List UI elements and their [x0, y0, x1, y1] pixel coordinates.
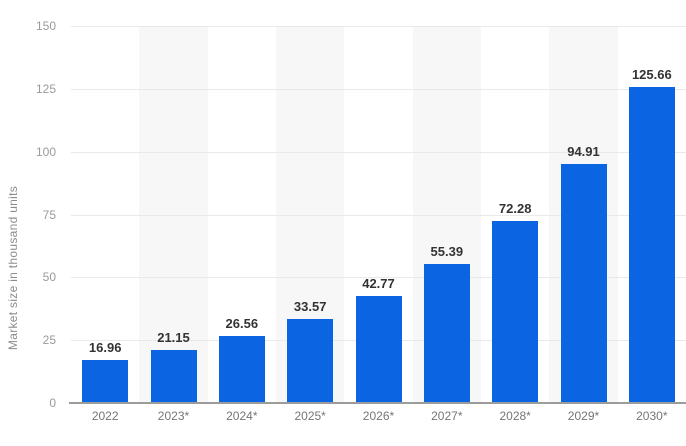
- y-tick-label: 0: [49, 396, 56, 410]
- x-tick-label-2026*: 2026*: [362, 409, 395, 423]
- x-axis-labels: 2022 2023* 2024* 2025* 2026* 2027* 2028* 2029* 2…: [71, 409, 686, 425]
- gridline: [71, 214, 686, 216]
- x-tick-label-2030*: 2030*: [636, 409, 668, 423]
- gridline: [71, 88, 686, 90]
- x-tick-label-2022: 2022: [91, 409, 119, 423]
- gridline: [71, 151, 686, 153]
- x-tick-label-2028*: 2028*: [499, 409, 531, 423]
- y-axis-ticks: 0 25 50 75 100 125 150: [0, 19, 56, 410]
- x-tick-label-2025*: 2025*: [294, 409, 326, 423]
- bar-value-label: 26.56: [225, 316, 259, 332]
- y-tick-label: 50: [42, 270, 56, 285]
- bar-2027*[interactable]: [423, 263, 470, 403]
- x-tick-label-2029*: 2029*: [567, 409, 600, 423]
- bar-value-label: 55.39: [430, 243, 464, 259]
- bar-2025*[interactable]: [287, 318, 334, 403]
- gridline: [71, 277, 686, 279]
- y-tick-label: 125: [35, 81, 56, 96]
- y-tick-label: 25: [42, 333, 56, 348]
- y-tick-label: 100: [35, 144, 56, 159]
- bar-value-label: 16.96: [88, 340, 122, 356]
- bar-value-label: 72.28: [498, 201, 532, 217]
- bar-value-label: 33.57: [293, 298, 327, 314]
- bar-2023*[interactable]: [150, 349, 197, 403]
- x-axis-line: [69, 402, 686, 404]
- x-tick-label-2023*: 2023*: [157, 409, 190, 423]
- plot-area: 16.96 21.15 26.56 33.57 42.77 55.39 72.28 94.91…: [71, 26, 686, 403]
- bar-2028*[interactable]: [492, 221, 539, 403]
- bar-2030*[interactable]: [628, 87, 675, 403]
- y-tick-label: 75: [42, 207, 56, 222]
- bar-2022[interactable]: [82, 360, 129, 403]
- x-tick-label-2024*: 2024*: [226, 409, 258, 423]
- bar-value-label: 125.66: [631, 67, 672, 83]
- x-tick-label-2027*: 2027*: [431, 409, 463, 423]
- bar-2024*[interactable]: [218, 336, 265, 403]
- bar-value-label: 21.15: [157, 329, 190, 345]
- y-tick-label: 150: [35, 19, 56, 33]
- bar-2029*[interactable]: [560, 164, 607, 403]
- gridline: [71, 26, 686, 27]
- bar-2026*[interactable]: [355, 295, 402, 403]
- bar-value-label: 42.77: [362, 275, 395, 291]
- bar-value-label: 94.91: [567, 144, 600, 160]
